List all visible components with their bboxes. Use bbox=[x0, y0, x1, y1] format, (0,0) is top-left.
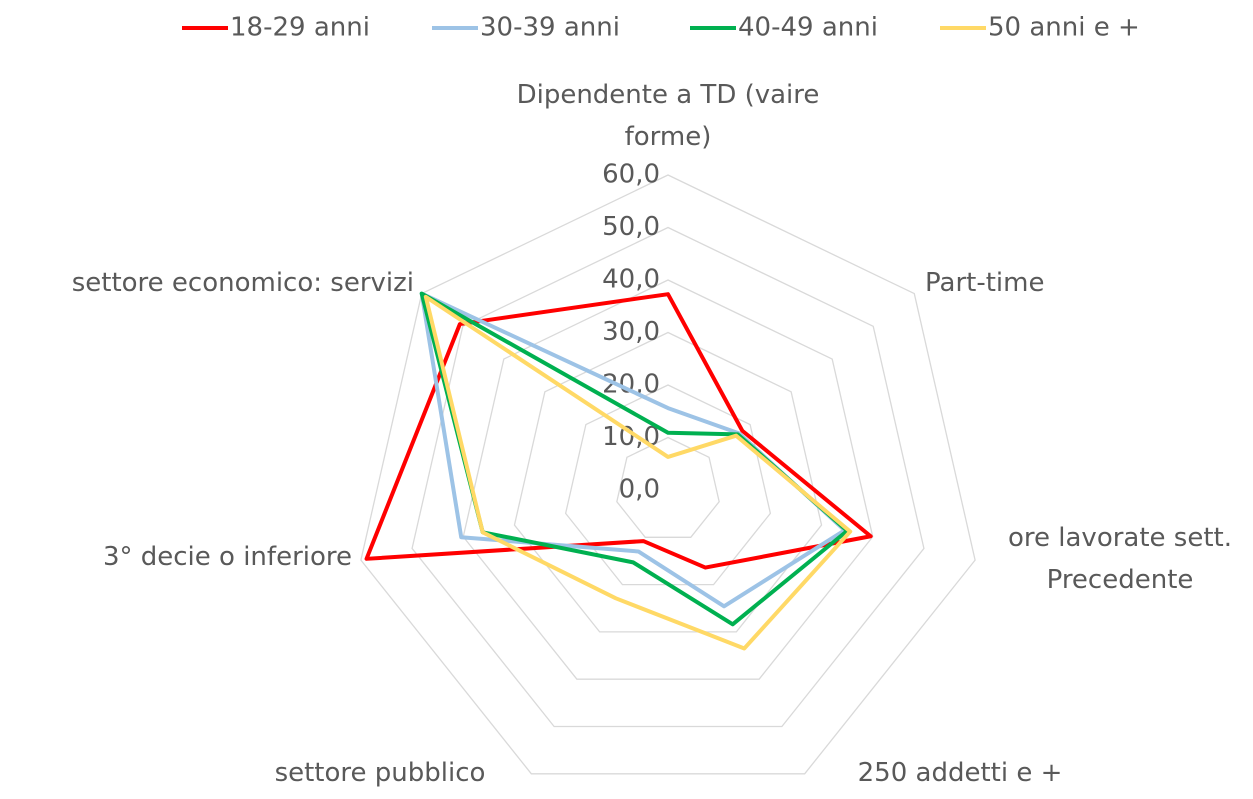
axis-label: 3° decie o inferiore bbox=[102, 542, 352, 572]
axis-label: Dipendente a TD (vaire forme) bbox=[516, 80, 820, 152]
grid-line bbox=[616, 436, 720, 538]
grid-line bbox=[411, 226, 925, 728]
y-tick-label: 0,0 bbox=[619, 475, 660, 505]
legend-label: 40-49 anni bbox=[738, 13, 878, 43]
y-tick-label: 40,0 bbox=[602, 265, 660, 295]
y-tick-label: 50,0 bbox=[602, 212, 660, 242]
grid-line bbox=[360, 174, 976, 775]
axis-label: Part-time bbox=[925, 268, 1045, 298]
y-tick-label: 30,0 bbox=[602, 317, 660, 347]
series-line bbox=[423, 294, 853, 651]
legend-label: 50 anni e + bbox=[988, 13, 1140, 43]
y-tick-label: 60,0 bbox=[602, 160, 660, 190]
legend-label: 30-39 anni bbox=[480, 13, 620, 43]
y-tick-label: 20,0 bbox=[602, 370, 660, 400]
axis-label: settore pubblico bbox=[274, 758, 486, 788]
axis-label: ore lavorate sett. Precedente bbox=[1007, 523, 1232, 595]
grid-line bbox=[513, 331, 823, 633]
axis-label: 250 addetti e + bbox=[857, 758, 1063, 788]
legend-label: 18-29 anni bbox=[230, 13, 370, 43]
axis-label: settore economico: servizi bbox=[71, 268, 414, 298]
grid-line bbox=[462, 279, 874, 680]
series-line bbox=[364, 292, 873, 570]
